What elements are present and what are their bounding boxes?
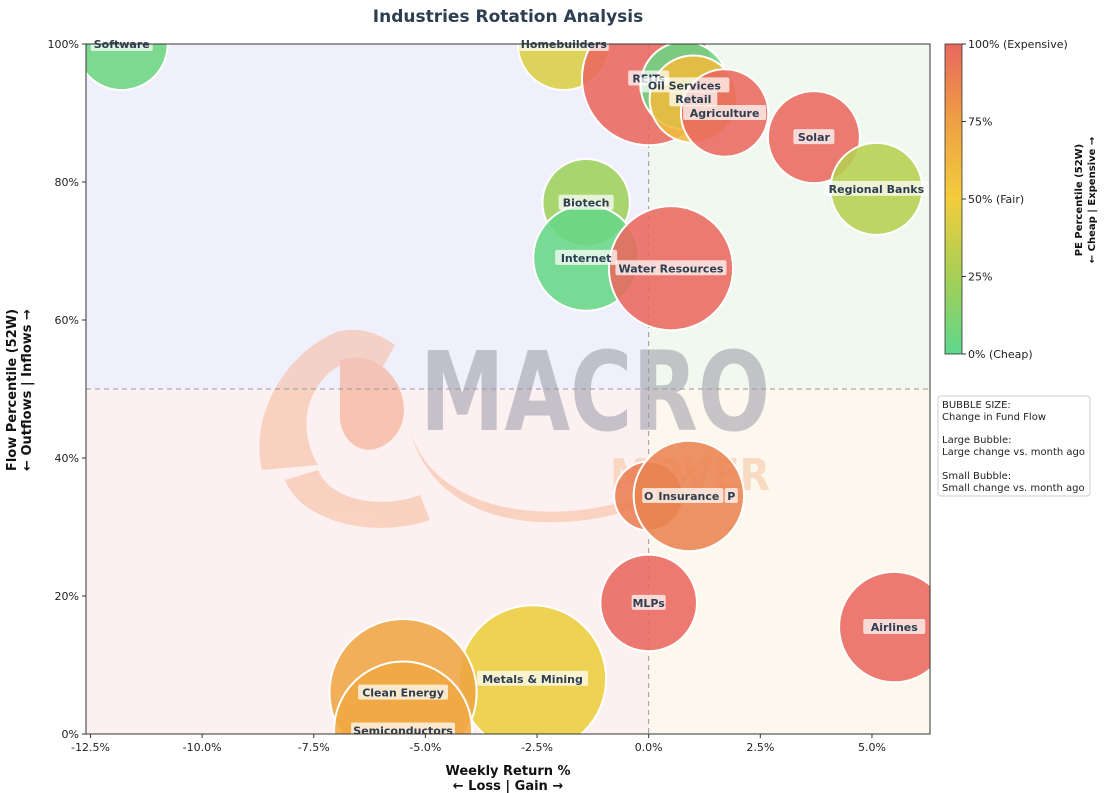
size-legend-large-desc: Large change vs. month ago [942, 447, 1085, 458]
bubble-label-internet: Internet [555, 249, 618, 265]
bubble-label-biotech: Biotech [558, 194, 614, 210]
bubble-label-retail: Retail [669, 91, 718, 107]
bubble-label-text: P [727, 490, 735, 503]
bubble-label-p: P [724, 487, 738, 503]
x-tick-label: -2.5% [521, 741, 553, 754]
colorbar-label: PE Percentile (52W) [1074, 144, 1085, 257]
x-tick-label: 0.0% [635, 741, 663, 754]
y-tick-label: 20% [55, 590, 79, 603]
x-tick-label: -10.0% [183, 741, 222, 754]
colorbar-tick-label: 100% (Expensive) [968, 38, 1068, 51]
bubble-label-text: Biotech [563, 197, 610, 210]
colorbar-sublabel: ← Cheap | Expensive → [1087, 137, 1098, 264]
colorbar-tick-label: 50% (Fair) [968, 193, 1024, 206]
bubble-label-bg [555, 249, 618, 265]
size-legend-small-title: Small Bubble: [942, 471, 1011, 482]
size-legend-large-title: Large Bubble: [942, 435, 1012, 446]
x-tick-label: -12.5% [71, 741, 110, 754]
y-tick-label: 80% [55, 176, 79, 189]
colorbar-tick-label: 25% [968, 271, 992, 284]
bubble-label-bg [683, 105, 767, 120]
bubble-label-text: Oil Services [648, 79, 721, 92]
y-tick-label: 0% [62, 728, 79, 741]
bubble-label-bg [642, 487, 656, 503]
y-axis-ticks: 0% 20% 40% 60% 80% 100% [48, 38, 86, 741]
x-axis-ticks: -12.5% -10.0% -7.5% -5.0% -2.5% 0.0% 2.5% 5.0% [71, 734, 886, 754]
size-legend-subtitle: Change in Fund Flow [942, 412, 1046, 423]
y-tick-label: 40% [55, 452, 79, 465]
bubble-label-text: Water Resources [619, 262, 724, 275]
size-legend: BUBBLE SIZE: Change in Fund Flow Large B… [937, 395, 1091, 497]
x-tick-label: -5.0% [409, 741, 441, 754]
bubble-label-text: Agriculture [690, 107, 760, 120]
bubble-label-text: Internet [561, 252, 612, 265]
bubble-label-bg [654, 487, 724, 503]
bubble-label-bg [639, 77, 730, 93]
bubble-label-oil-producers: O [642, 487, 656, 503]
size-legend-small-desc: Small change vs. month ago [942, 483, 1085, 494]
bubble-label-text: Clean Energy [362, 687, 444, 700]
colorbar: 100% (Expensive) 75% 50% (Fair) 25% 0% (Chea… [944, 38, 1098, 361]
bubble-label-insurance: Insurance [654, 487, 724, 503]
bubble-label-text: MLPs [632, 597, 665, 610]
bubble-label-agriculture: Agriculture [683, 105, 767, 120]
colorbar-tick-label: 75% [968, 116, 992, 129]
bubble-label-airlines: Airlines [863, 619, 926, 635]
bubble-label-text: Metals & Mining [482, 673, 583, 686]
x-axis-sublabel: ← Loss | Gain → [453, 779, 564, 793]
bubble-label-bg [477, 670, 589, 686]
bubble-label-clean-energy: Clean Energy [358, 684, 449, 700]
bubble-label-text: Insurance [658, 490, 719, 503]
bubble-label-text: Airlines [871, 621, 919, 634]
bubble-label-bg [631, 594, 666, 610]
bubble-label-mlps: MLPs [631, 594, 666, 610]
x-tick-label: 5.0% [858, 741, 886, 754]
bubble-software [86, 44, 169, 91]
watermark-mascot-icon [259, 329, 430, 528]
y-axis-label: Flow Percentile (52W) [5, 309, 20, 471]
bubble-label-bg [724, 487, 738, 503]
bubble-label-bg [615, 260, 727, 276]
colorbar-gradient [944, 43, 963, 355]
bubble-label-bg [669, 91, 718, 107]
reference-lines [86, 44, 930, 734]
bubble-label-solar: Solar [793, 129, 835, 145]
bubble-label-text: Regional Banks [829, 183, 925, 196]
size-legend-title: BUBBLE SIZE: [942, 400, 1011, 411]
bubble-label-regional-banks: Regional Banks [824, 180, 929, 196]
bubble-label-bg [358, 684, 449, 700]
bubble-label-oil-services: Oil Services [639, 77, 730, 93]
bubble-label-bg [863, 619, 926, 635]
bubble-label-bg [824, 180, 929, 196]
chart-title: Industries Rotation Analysis [373, 7, 643, 27]
y-axis-sublabel: ← Outflows | Inflows → [20, 309, 35, 471]
x-tick-label: -7.5% [298, 741, 330, 754]
bubble-label-bg [558, 194, 614, 210]
bubble-label-text: O [644, 490, 653, 503]
bubble-label-water-resources: Water Resources [615, 260, 727, 276]
bubble-label-text: Retail [675, 93, 711, 106]
x-tick-label: 2.5% [746, 741, 774, 754]
colorbar-tick-label: 0% (Cheap) [968, 348, 1033, 361]
watermark-line1: MACRO [420, 328, 770, 456]
bubble-label-text: Semiconductors [353, 725, 453, 738]
colorbar-ticks: 100% (Expensive) 75% 50% (Fair) 25% 0% (Chea… [962, 38, 1068, 361]
bubble-label-semiconductors: Semiconductors [351, 722, 456, 738]
bubble-label-bg [793, 129, 835, 145]
bubble-label-text: Solar [798, 131, 831, 144]
size-legend-box [937, 395, 1091, 497]
x-axis-label: Weekly Return % [445, 764, 570, 779]
y-tick-label: 100% [48, 38, 79, 51]
y-tick-label: 60% [55, 314, 79, 327]
plot-frame [85, 43, 931, 735]
bubble-label-metals-mining: Metals & Mining [477, 670, 589, 686]
